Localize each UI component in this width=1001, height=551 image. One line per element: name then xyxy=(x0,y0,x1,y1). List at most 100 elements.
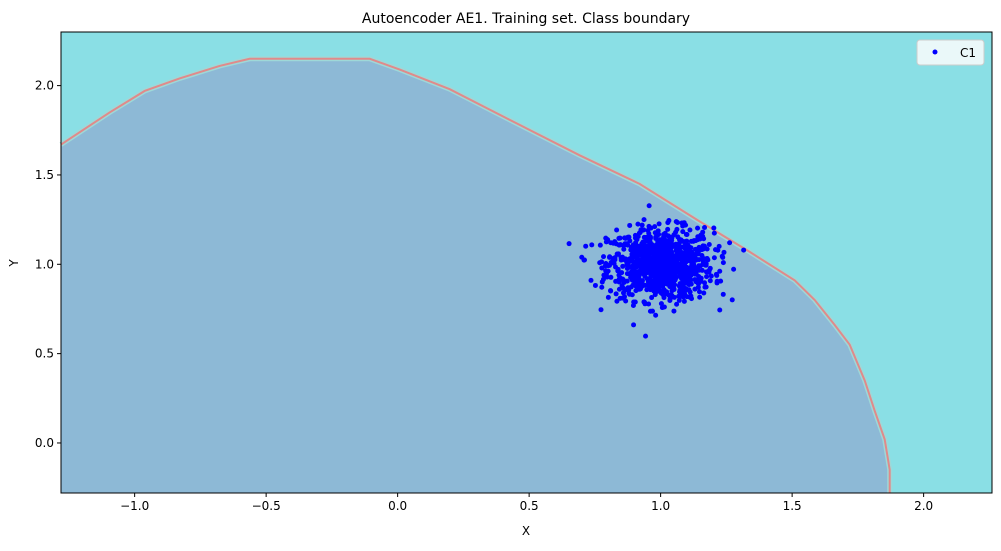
data-point xyxy=(583,243,589,249)
data-point xyxy=(626,287,632,293)
data-point xyxy=(652,289,658,295)
data-point xyxy=(674,219,680,225)
data-point xyxy=(721,249,727,255)
legend-box xyxy=(916,39,985,66)
data-point xyxy=(605,294,611,300)
data-point xyxy=(649,295,655,301)
data-point xyxy=(603,235,609,241)
data-point xyxy=(646,242,652,248)
data-point xyxy=(624,278,630,284)
data-point xyxy=(711,230,717,236)
data-point xyxy=(615,266,621,272)
data-point xyxy=(669,288,675,294)
data-point xyxy=(692,269,698,275)
data-point xyxy=(664,248,670,254)
data-point xyxy=(731,266,737,272)
data-point xyxy=(608,274,614,280)
data-point xyxy=(654,260,660,266)
data-point xyxy=(669,252,675,258)
data-point xyxy=(657,251,663,257)
data-point xyxy=(589,242,595,248)
data-point xyxy=(714,272,720,278)
data-point xyxy=(661,234,667,240)
data-point xyxy=(616,242,622,248)
data-point xyxy=(666,218,672,224)
data-point xyxy=(692,286,698,292)
data-point xyxy=(676,236,682,242)
data-point xyxy=(608,288,614,294)
data-point xyxy=(694,249,700,255)
data-point xyxy=(652,230,658,236)
data-point xyxy=(655,284,661,290)
data-point xyxy=(656,221,662,227)
data-point xyxy=(676,283,682,289)
data-point xyxy=(608,240,614,246)
data-point xyxy=(667,292,673,298)
data-point xyxy=(640,227,646,233)
data-point xyxy=(630,242,636,248)
data-point xyxy=(627,271,633,277)
data-point xyxy=(671,308,677,314)
data-point xyxy=(662,260,668,266)
x-axis-label: X xyxy=(522,524,530,538)
data-point xyxy=(681,298,687,304)
data-point xyxy=(653,312,659,318)
data-point xyxy=(630,265,636,271)
data-point xyxy=(647,259,653,265)
data-point xyxy=(625,234,631,240)
data-point xyxy=(691,238,697,244)
y-tick-label: 0.5 xyxy=(35,347,54,361)
data-point xyxy=(647,234,653,240)
data-point xyxy=(639,278,645,284)
data-point xyxy=(643,333,649,339)
data-point xyxy=(646,301,652,307)
data-point xyxy=(597,242,603,248)
data-point xyxy=(673,275,679,281)
data-point xyxy=(664,255,670,261)
data-point xyxy=(697,294,703,300)
data-point xyxy=(641,299,647,305)
data-point xyxy=(588,277,594,283)
data-point xyxy=(729,297,735,303)
data-point xyxy=(599,284,605,290)
data-point xyxy=(658,290,664,296)
data-point xyxy=(646,223,652,229)
data-point xyxy=(667,241,673,247)
data-point xyxy=(607,262,613,268)
data-point xyxy=(630,246,636,252)
data-point xyxy=(635,276,641,282)
plot-area xyxy=(59,31,993,494)
axes-frame xyxy=(60,31,993,494)
data-point xyxy=(598,307,604,313)
data-point xyxy=(704,246,710,252)
data-point xyxy=(599,279,605,285)
data-point xyxy=(603,268,609,274)
data-point xyxy=(720,291,726,297)
x-tick-label: 0.5 xyxy=(520,499,539,513)
data-point xyxy=(714,280,720,286)
data-point xyxy=(579,254,585,260)
data-point xyxy=(607,254,613,260)
data-point xyxy=(614,227,620,233)
data-point xyxy=(663,276,669,282)
legend-marker-c1 xyxy=(932,49,938,55)
x-tick-label: 2.0 xyxy=(914,499,933,513)
data-point xyxy=(672,269,678,275)
data-point xyxy=(674,252,680,258)
data-point xyxy=(680,229,686,235)
class-boundary xyxy=(60,57,891,493)
data-point xyxy=(679,262,685,268)
data-point xyxy=(592,282,598,288)
data-point xyxy=(694,277,700,283)
data-point xyxy=(625,242,631,248)
data-point xyxy=(652,224,658,230)
x-tick-label: −1.0 xyxy=(120,499,149,513)
data-point xyxy=(699,267,705,273)
data-point xyxy=(611,261,617,267)
data-point xyxy=(620,263,626,269)
data-point xyxy=(599,265,605,271)
data-point xyxy=(669,276,675,282)
data-point xyxy=(631,273,637,279)
data-point xyxy=(637,285,643,291)
